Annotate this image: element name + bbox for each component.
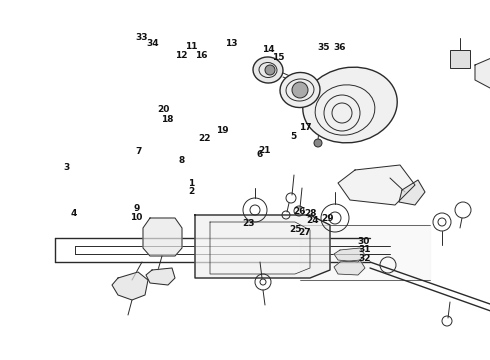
Ellipse shape <box>253 57 283 83</box>
Text: 12: 12 <box>175 51 188 60</box>
Text: 17: 17 <box>299 123 312 132</box>
Polygon shape <box>475 50 490 88</box>
Text: 23: 23 <box>243 219 255 228</box>
Text: 10: 10 <box>130 212 143 221</box>
Text: 20: 20 <box>157 105 170 114</box>
Text: 25: 25 <box>290 225 302 234</box>
Polygon shape <box>146 268 175 285</box>
Bar <box>450 50 470 68</box>
Text: 1: 1 <box>188 179 194 188</box>
Text: 33: 33 <box>136 33 148 42</box>
Polygon shape <box>338 165 415 205</box>
Text: 7: 7 <box>135 147 142 156</box>
Text: 16: 16 <box>195 51 207 60</box>
Ellipse shape <box>280 72 320 108</box>
Circle shape <box>292 82 308 98</box>
Text: 13: 13 <box>225 40 238 49</box>
Polygon shape <box>334 260 365 275</box>
Polygon shape <box>143 218 182 256</box>
Text: 3: 3 <box>63 163 69 172</box>
Text: 35: 35 <box>317 43 330 52</box>
Text: 5: 5 <box>290 132 296 140</box>
Text: 14: 14 <box>262 45 275 54</box>
Text: 27: 27 <box>298 228 311 237</box>
Text: 21: 21 <box>258 145 271 155</box>
Polygon shape <box>195 215 330 278</box>
Text: 18: 18 <box>161 115 174 124</box>
Polygon shape <box>112 272 148 300</box>
Text: 22: 22 <box>198 134 211 143</box>
Text: 32: 32 <box>358 253 371 263</box>
Text: 24: 24 <box>306 216 319 225</box>
Text: 31: 31 <box>358 245 371 253</box>
Text: 6: 6 <box>257 150 263 158</box>
Circle shape <box>314 139 322 147</box>
Text: 29: 29 <box>321 214 334 223</box>
Text: 26: 26 <box>294 207 306 216</box>
Text: 9: 9 <box>133 204 140 213</box>
Polygon shape <box>399 180 425 205</box>
Text: 15: 15 <box>271 53 284 62</box>
Text: 11: 11 <box>185 42 197 51</box>
Text: 28: 28 <box>304 209 317 217</box>
Text: 8: 8 <box>178 156 184 165</box>
Ellipse shape <box>303 67 397 143</box>
Text: 2: 2 <box>188 187 194 196</box>
Text: 34: 34 <box>147 40 159 49</box>
Text: 36: 36 <box>334 43 346 52</box>
Polygon shape <box>334 248 365 262</box>
Text: 30: 30 <box>357 238 370 246</box>
Circle shape <box>265 65 275 75</box>
Text: 4: 4 <box>70 209 77 217</box>
Polygon shape <box>300 225 430 280</box>
Text: 19: 19 <box>216 126 229 135</box>
